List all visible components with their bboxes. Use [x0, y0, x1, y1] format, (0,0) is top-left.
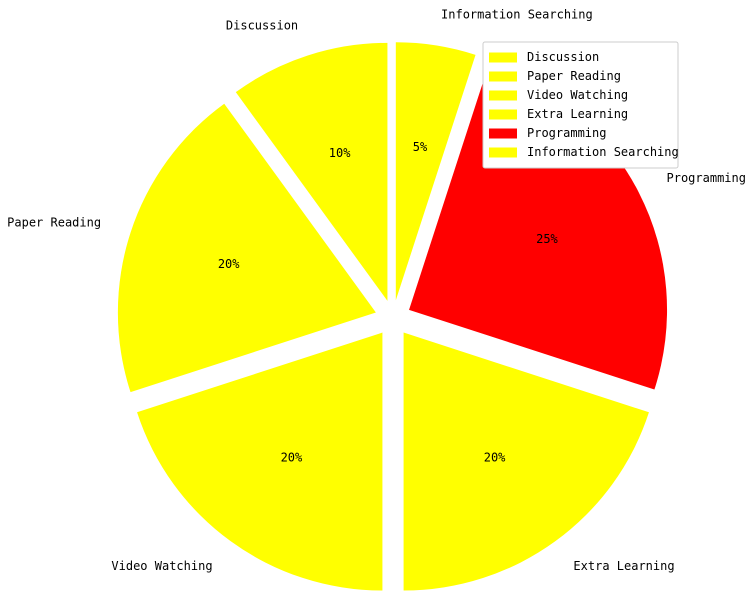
legend-swatch-information-searching	[489, 147, 517, 158]
percent-label-paper-reading: 20%	[218, 257, 240, 271]
legend-label-information-searching: Information Searching	[527, 145, 679, 159]
legend-swatch-video-watching	[489, 90, 517, 101]
slice-label-programming: Programming	[667, 171, 746, 185]
legend-swatch-discussion	[489, 52, 517, 63]
slice-video-watching	[137, 332, 383, 591]
slice-information-searching	[395, 42, 476, 301]
slice-label-information-searching: Information Searching	[441, 7, 593, 21]
legend-swatch-extra-learning	[489, 109, 517, 120]
legend-label-paper-reading: Paper Reading	[527, 69, 621, 83]
slice-label-video-watching: Video Watching	[111, 559, 212, 573]
legend-label-discussion: Discussion	[527, 50, 599, 64]
percent-label-extra-learning: 20%	[484, 450, 506, 464]
slice-discussion	[235, 42, 388, 301]
percent-label-programming: 25%	[536, 232, 558, 246]
slice-label-extra-learning: Extra Learning	[573, 559, 674, 573]
legend-label-programming: Programming	[527, 126, 606, 140]
percent-label-information-searching: 5%	[413, 140, 428, 154]
percent-labels: 10% 20% 20% 20% 25% 5%	[218, 140, 559, 464]
legend-frame	[482, 41, 679, 169]
percent-label-video-watching: 20%	[281, 450, 303, 464]
slice-paper-reading	[117, 103, 376, 393]
legend-label-extra-learning: Extra Learning	[527, 107, 628, 121]
legend: Discussion Paper Reading Video Watching Ext…	[482, 41, 679, 169]
slice-label-discussion: Discussion	[226, 19, 298, 33]
percent-label-discussion: 10%	[329, 146, 351, 160]
legend-swatch-programming	[489, 128, 517, 139]
slice-labels: Discussion Paper Reading Video Watching Ext…	[7, 7, 746, 573]
legend-swatch-paper-reading	[489, 71, 517, 82]
legend-label-video-watching: Video Watching	[527, 88, 628, 102]
slice-extra-learning	[403, 332, 649, 591]
slice-label-paper-reading: Paper Reading	[7, 216, 101, 230]
